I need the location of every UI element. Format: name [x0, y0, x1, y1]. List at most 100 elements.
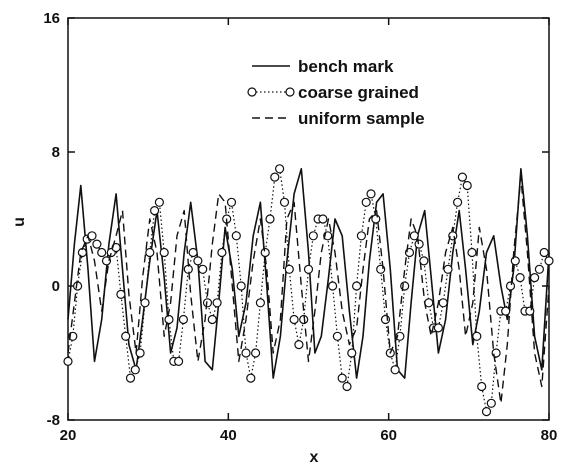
data-point — [409, 231, 419, 241]
series-line-2 — [67, 168, 550, 413]
data-point — [424, 298, 434, 308]
data-point — [174, 356, 184, 366]
data-point — [265, 214, 275, 224]
x-axis-label: x — [310, 449, 319, 466]
data-point — [332, 331, 342, 341]
data-point — [453, 197, 463, 207]
data-point — [284, 264, 294, 274]
data-point — [342, 381, 352, 392]
data-point — [356, 231, 366, 241]
data-point — [376, 264, 386, 274]
data-point — [63, 356, 73, 366]
data-point — [443, 264, 453, 274]
y-tick-label: 8 — [52, 144, 60, 161]
legend-label: bench mark — [298, 57, 394, 76]
data-point — [299, 314, 309, 325]
data-point — [510, 256, 520, 266]
legend-label: uniform sample — [298, 109, 425, 128]
data-point — [207, 314, 217, 325]
x-tick-label: 60 — [380, 427, 397, 444]
series-line-1 — [67, 168, 550, 379]
data-point — [72, 281, 83, 291]
data-point — [97, 247, 107, 258]
data-point — [419, 256, 429, 266]
data-point — [400, 281, 410, 291]
data-point — [486, 398, 496, 408]
data-point — [140, 298, 150, 308]
data-point — [188, 247, 198, 258]
data-point — [212, 298, 222, 308]
data-point — [467, 247, 477, 258]
data-point — [92, 239, 102, 249]
data-point — [150, 206, 160, 216]
y-tick-label: -8 — [47, 412, 60, 429]
data-point — [236, 281, 246, 291]
axis-ticks: 20 40 60 80 -8 0 8 16 — [43, 10, 557, 444]
y-tick-label: 16 — [43, 10, 60, 27]
data-point — [241, 348, 251, 358]
data-point — [145, 247, 155, 258]
data-point — [438, 298, 448, 308]
data-point — [515, 273, 525, 283]
y-tick-label: 0 — [52, 278, 60, 295]
data-point — [275, 164, 285, 174]
series-layer — [63, 164, 554, 417]
data-point — [101, 256, 112, 266]
data-point — [529, 273, 540, 283]
data-point — [328, 281, 338, 291]
data-point — [198, 264, 208, 274]
data-point — [371, 214, 381, 224]
data-point — [130, 365, 140, 375]
legend-marker — [285, 87, 295, 97]
legend-marker — [247, 87, 257, 97]
data-point — [308, 231, 318, 241]
data-point — [472, 331, 482, 341]
data-point — [501, 306, 511, 316]
data-point — [135, 348, 145, 358]
data-point — [121, 331, 131, 341]
data-point — [226, 197, 237, 207]
data-point — [246, 373, 256, 383]
data-point — [294, 340, 304, 350]
data-point — [414, 239, 424, 249]
data-point — [539, 247, 549, 258]
data-point — [347, 348, 357, 358]
data-point — [260, 247, 270, 258]
data-point — [116, 289, 126, 299]
data-point — [525, 306, 535, 316]
data-point — [462, 180, 472, 191]
data-point — [380, 314, 391, 325]
data-point — [303, 264, 314, 274]
data-point — [154, 197, 164, 207]
data-point — [270, 172, 280, 182]
data-point — [178, 314, 188, 325]
x-tick-label: 20 — [60, 427, 77, 444]
data-point — [544, 256, 554, 266]
data-point — [352, 281, 362, 291]
data-point — [337, 373, 347, 383]
data-point — [279, 197, 290, 207]
data-point — [477, 381, 487, 392]
data-point — [366, 189, 376, 199]
y-axis-label: u — [11, 217, 28, 227]
data-point — [395, 331, 405, 341]
data-point — [217, 247, 227, 258]
data-point — [289, 314, 299, 325]
data-point — [433, 323, 443, 333]
data-point — [255, 298, 265, 308]
data-point — [159, 247, 169, 258]
data-point — [390, 365, 400, 375]
series-line-3 — [67, 176, 550, 404]
data-point — [251, 348, 261, 358]
plot-frame — [67, 17, 550, 421]
data-point — [164, 314, 174, 325]
data-point — [457, 172, 467, 182]
data-point — [202, 298, 213, 308]
legend-label: coarse grained — [298, 83, 419, 102]
data-point — [361, 197, 371, 207]
data-point — [505, 281, 516, 291]
x-tick-label: 80 — [541, 427, 558, 444]
data-point — [193, 256, 203, 266]
data-point — [481, 407, 492, 417]
data-point — [491, 348, 501, 358]
